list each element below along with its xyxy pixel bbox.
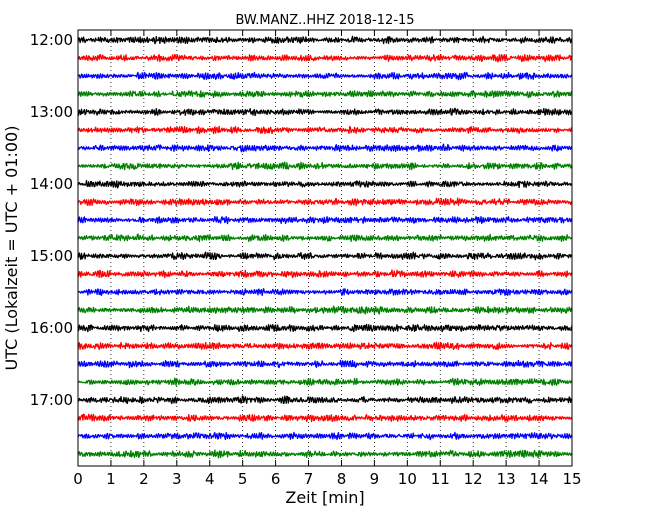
trace-1515 xyxy=(77,269,573,279)
x-tick-label-11: 11 xyxy=(431,470,450,488)
trace-1545 xyxy=(77,305,573,315)
x-tick-label-15: 15 xyxy=(562,470,581,488)
x-tick-label-1: 1 xyxy=(106,470,116,488)
trace-1500 xyxy=(77,251,573,261)
trace-1430 xyxy=(77,215,573,225)
trace-1400 xyxy=(77,179,573,189)
x-tick-label-8: 8 xyxy=(337,470,347,488)
x-tick-label-14: 14 xyxy=(530,470,549,488)
trace-1200 xyxy=(77,35,573,45)
trace-1445 xyxy=(77,233,573,243)
trace-1330 xyxy=(77,143,573,153)
seismogram-traces xyxy=(77,35,573,459)
x-tick-label-12: 12 xyxy=(464,470,483,488)
y-tick-label-1200: 12:00 xyxy=(30,31,73,49)
y-tick-label-1400: 14:00 xyxy=(30,175,73,193)
x-tick-label-13: 13 xyxy=(497,470,516,488)
trace-1600 xyxy=(77,323,573,333)
trace-1215 xyxy=(77,53,573,63)
trace-1700 xyxy=(77,395,573,405)
trace-1615 xyxy=(77,341,573,351)
trace-1745 xyxy=(77,449,573,459)
trace-1230 xyxy=(77,71,573,81)
y-tick-label-1300: 13:00 xyxy=(30,103,73,121)
trace-1300 xyxy=(77,107,573,117)
y-tick-label-1500: 15:00 xyxy=(30,247,73,265)
chart-title: BW.MANZ..HHZ 2018-12-15 xyxy=(235,13,414,28)
trace-1245 xyxy=(77,90,573,99)
x-tick-label-6: 6 xyxy=(271,470,281,488)
x-axis-ticks: 0 1 2 3 4 5 6 7 8 9 10 11 12 13 14 15 xyxy=(73,30,582,488)
grid-lines xyxy=(110,30,540,466)
x-tick-label-3: 3 xyxy=(172,470,182,488)
y-tick-label-1600: 16:00 xyxy=(30,319,73,337)
plot-frame xyxy=(77,29,573,467)
trace-1315 xyxy=(77,125,573,135)
trace-1630 xyxy=(77,359,573,369)
x-tick-label-9: 9 xyxy=(370,470,380,488)
trace-1715 xyxy=(77,413,573,423)
x-tick-label-5: 5 xyxy=(238,470,248,488)
trace-1415 xyxy=(77,197,573,207)
x-tick-label-10: 10 xyxy=(398,470,417,488)
trace-1345 xyxy=(77,161,573,171)
y-tick-label-1700: 17:00 xyxy=(30,391,73,409)
x-tick-label-7: 7 xyxy=(304,470,314,488)
trace-1645 xyxy=(77,377,573,387)
x-tick-label-4: 4 xyxy=(205,470,215,488)
x-tick-label-2: 2 xyxy=(139,470,149,488)
y-axis-ticks: 12:00 13:00 14:00 15:00 16:00 17:00 xyxy=(30,31,572,409)
trace-1530 xyxy=(77,288,573,297)
trace-1730 xyxy=(77,431,573,441)
y-axis-label: UTC (Lokalzeit = UTC + 01:00) xyxy=(2,126,21,371)
x-axis-label: Zeit [min] xyxy=(285,488,364,507)
x-tick-label-0: 0 xyxy=(73,470,83,488)
